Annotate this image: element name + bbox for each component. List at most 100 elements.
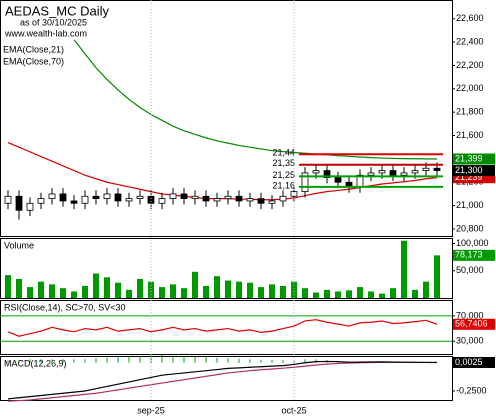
y-tick-label: 21,600 — [456, 130, 484, 140]
y-tick-label: 100,000 — [456, 238, 489, 248]
volume-bar — [225, 280, 231, 298]
candle-body — [400, 172, 408, 176]
volume-bar — [236, 281, 242, 298]
candle-body — [26, 202, 34, 211]
volume-bar — [115, 282, 121, 298]
y-tick-label: 20,800 — [456, 223, 484, 233]
y-tick-label: 30,000 — [456, 336, 484, 346]
volume-bar — [412, 289, 418, 298]
volume-bar — [159, 287, 165, 298]
pane — [0, 0, 453, 237]
pane — [0, 238, 453, 299]
volume-bar — [214, 276, 220, 298]
subtitle: as of 30/10/2025 — [20, 17, 87, 27]
volume-bar — [71, 291, 77, 298]
candle-body — [158, 198, 166, 204]
volume-bar — [302, 288, 308, 298]
candle-body — [81, 195, 89, 204]
candle-body — [301, 172, 309, 193]
candle-body — [235, 195, 243, 202]
value-label: 78,173 — [455, 250, 483, 260]
pane — [0, 356, 453, 401]
value-label: 21,399 — [455, 153, 483, 163]
volume-bar — [423, 281, 429, 298]
volume-bar — [390, 288, 396, 298]
candle-body — [411, 170, 419, 174]
candle-body — [4, 195, 12, 204]
level-label: 21,25 — [272, 170, 295, 180]
candle-body — [334, 177, 342, 183]
legend-entry: EMA(Close,70) — [3, 56, 64, 66]
volume-bar — [192, 271, 198, 298]
y-tick-label: -0,2500 — [456, 385, 487, 395]
candle-body — [103, 193, 111, 200]
x-tick-label: sep-25 — [137, 405, 165, 415]
volume-bar — [93, 273, 99, 298]
value-label-bg — [453, 318, 495, 330]
ema-line — [73, 39, 438, 160]
candle-body — [191, 195, 199, 200]
value-label-bg — [453, 153, 495, 165]
volume-bar — [401, 240, 407, 298]
level-label: 21,16 — [272, 180, 295, 190]
y-tick-label: 21,800 — [456, 107, 484, 117]
y-tick-label: 22,200 — [456, 60, 484, 70]
volume-bar — [126, 289, 132, 298]
volume-bar — [247, 282, 253, 298]
value-label: 0,0025 — [455, 357, 483, 367]
value-label-bg — [453, 249, 495, 261]
candle-body — [224, 195, 232, 200]
pane-title: MACD(12,26,9) — [4, 358, 67, 368]
y-tick-label: 22,000 — [456, 83, 484, 93]
candle-body — [323, 170, 331, 178]
volume-bar — [27, 287, 33, 298]
volume-bar — [269, 284, 275, 298]
volume-bar — [357, 287, 363, 298]
volume-bar — [324, 289, 330, 298]
candle-body — [279, 195, 287, 202]
level-label: 21,35 — [272, 158, 295, 168]
candle-body — [202, 195, 210, 202]
pane-title: RSI(Close,14), SC>70, SV<30 — [4, 302, 126, 312]
candle-body — [59, 193, 67, 202]
candle-body — [378, 170, 386, 174]
y-tick-label: 22,600 — [456, 13, 484, 23]
candle-body — [389, 170, 397, 176]
volume-bar — [137, 278, 143, 298]
legend-entry: EMA(Close,21) — [3, 44, 64, 54]
pane — [0, 300, 453, 355]
volume-bar — [5, 275, 11, 298]
volume-bar — [82, 286, 88, 298]
volume-bar — [181, 288, 187, 298]
value-label-bg — [453, 172, 495, 184]
candle-body — [37, 198, 45, 204]
volume-bar — [38, 281, 44, 298]
candle-body — [213, 198, 221, 202]
candle-body — [48, 193, 56, 200]
volume-bar — [148, 281, 154, 298]
y-tick-label: 50,000 — [456, 265, 484, 275]
candle-body — [92, 195, 100, 200]
indicator-line — [7, 360, 438, 400]
source: www.wealth-lab.com — [4, 28, 87, 38]
volume-bar — [379, 293, 385, 298]
candle-body — [70, 200, 78, 204]
candle-body — [136, 195, 144, 200]
candle-body — [246, 198, 254, 202]
candle-body — [15, 195, 23, 211]
value-label: 56,7406 — [455, 319, 488, 329]
volume-bar — [335, 291, 341, 298]
volume-bar — [170, 284, 176, 298]
candle-body — [125, 198, 133, 202]
indicator-line — [7, 319, 438, 337]
volume-bar — [49, 284, 55, 298]
value-label: 21,300 — [455, 165, 483, 175]
x-tick-label: oct-25 — [281, 405, 306, 415]
candle-body — [169, 193, 177, 200]
level-label: 21,44 — [272, 148, 295, 158]
candle-body — [257, 198, 265, 204]
candle-body — [367, 172, 375, 176]
candle-body — [290, 191, 298, 197]
